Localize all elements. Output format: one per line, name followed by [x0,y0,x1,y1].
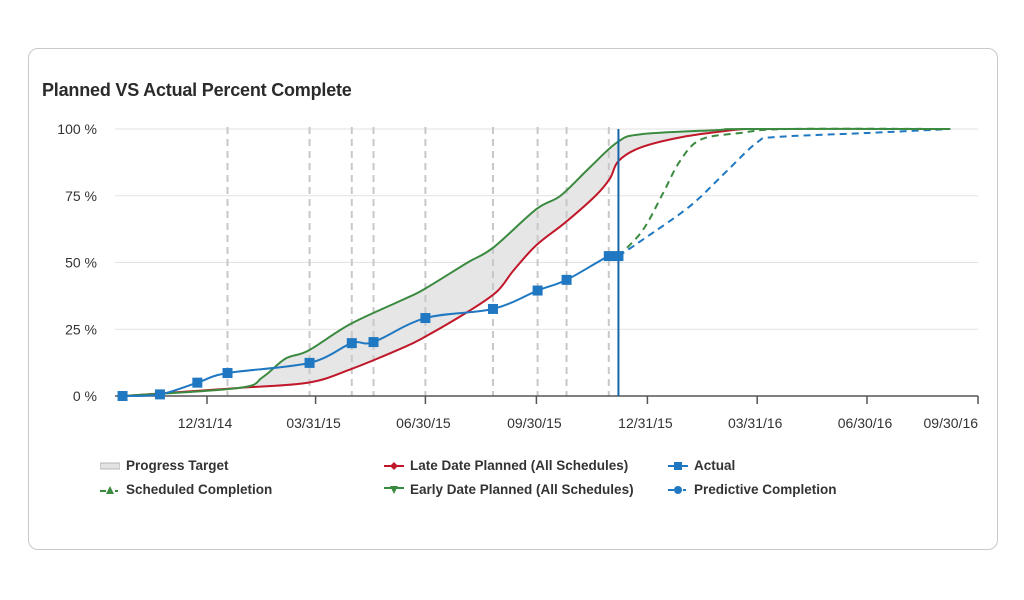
band-swatch-icon [100,462,120,469]
actual-point [487,303,498,314]
triangle-marker-icon [100,485,118,494]
x-tick-label: 12/31/15 [618,415,673,431]
chart-title: Planned VS Actual Percent Complete [42,80,352,100]
circle-marker-icon [668,485,686,494]
predictive-completion-line [617,128,951,257]
actual-point [603,251,614,262]
y-tick-label: 25 % [65,321,97,337]
actual-point [304,357,315,368]
actual-point [532,285,543,296]
x-tick-label: 06/30/16 [838,415,893,431]
x-tick-label: 09/30/16 [924,415,979,431]
y-tick-label: 75 % [65,188,97,204]
legend-label: Predictive Completion [694,482,837,497]
actual-point [613,251,624,262]
x-tick-label: 03/31/16 [728,415,783,431]
x-tick-label: 03/31/15 [286,415,341,431]
legend-actual[interactable]: Actual [668,458,735,473]
actual-point [117,391,128,401]
legend-predictive-completion[interactable]: Predictive Completion [668,482,837,497]
square-marker-icon [668,461,688,470]
legend-label: Progress Target [126,458,229,473]
legend-label: Actual [694,458,736,473]
legend-progress-target[interactable]: Progress Target [100,458,229,473]
actual-point [420,313,431,324]
diamond-marker-icon [384,461,404,470]
legend-late-date[interactable]: Late Date Planned (All Schedules) [384,458,628,473]
actual-point [154,389,165,400]
early-date-planned-line [122,127,951,397]
actual-point [561,274,572,285]
actual-point [346,338,357,349]
y-tick-label: 100 % [57,121,97,137]
y-tick-label: 50 % [65,255,97,271]
x-tick-label: 06/30/15 [396,415,451,431]
legend-label: Scheduled Completion [126,482,273,497]
chart-card [28,48,998,550]
actual-point [368,337,379,348]
actual-point [222,368,233,379]
actual-point [192,377,203,388]
legend-label: Late Date Planned (All Schedules) [410,458,629,473]
triangle-down-marker-icon [384,485,404,494]
legend-label: Early Date Planned (All Schedules) [410,482,634,497]
legend-early-date[interactable]: Early Date Planned (All Schedules) [384,482,634,497]
x-tick-label: 09/30/15 [507,415,562,431]
scheduled-completion-line [617,127,951,257]
late-date-planned-line [122,128,751,397]
x-tick-label: 12/31/14 [178,415,233,431]
y-tick-label: 0 % [73,388,97,404]
legend-scheduled-completion[interactable]: Scheduled Completion [100,482,272,497]
